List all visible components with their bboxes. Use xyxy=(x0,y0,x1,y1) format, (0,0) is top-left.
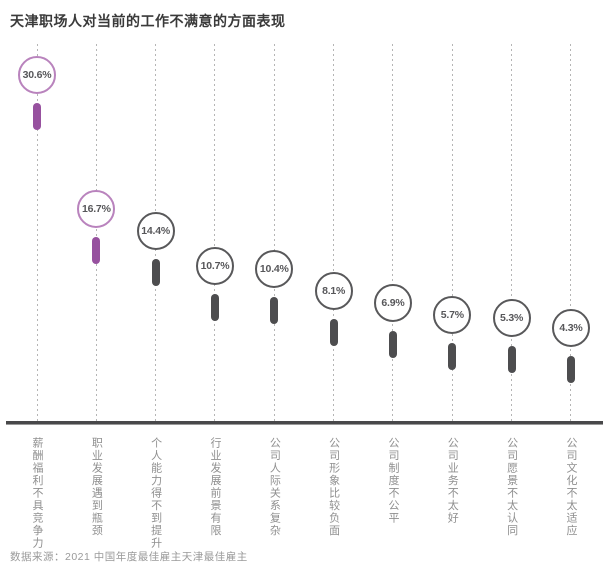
category-label: 公司制度不公平 xyxy=(386,437,399,525)
data-point-bar xyxy=(33,103,41,130)
data-point-bar xyxy=(92,236,101,264)
column-gridline xyxy=(273,44,275,421)
column-gridline xyxy=(570,44,572,421)
data-point-bar xyxy=(507,346,516,374)
data-point-value: 30.6% xyxy=(22,69,52,81)
category-label: 公司业务不太好 xyxy=(446,437,459,525)
data-point-value: 5.3% xyxy=(500,312,524,325)
data-point-value: 10.7% xyxy=(200,260,230,273)
data-point-circle: 8.1% xyxy=(314,272,353,311)
data-point-bar xyxy=(270,297,279,325)
column-gridline xyxy=(36,44,38,421)
category-label: 公司愿景不太认同 xyxy=(505,437,518,537)
column-gridline xyxy=(392,44,394,421)
data-point-circle: 5.3% xyxy=(492,299,531,338)
data-point-value: 5.7% xyxy=(440,308,464,321)
data-point-bar xyxy=(566,356,575,383)
data-point-bar xyxy=(448,342,457,370)
data-point-circle: 30.6% xyxy=(18,56,56,94)
category-label: 公司形象比较负面 xyxy=(327,437,340,537)
data-point-circle: 6.9% xyxy=(373,283,412,322)
data-point-value: 8.1% xyxy=(322,285,346,298)
data-point-circle: 14.4% xyxy=(136,211,175,250)
data-point-value: 10.4% xyxy=(259,263,289,276)
data-point-circle: 5.7% xyxy=(433,295,472,334)
x-axis-line xyxy=(6,421,603,425)
category-label: 个人能力得不到提升 xyxy=(149,437,162,550)
data-point-value: 16.7% xyxy=(81,202,111,215)
chart-title: 天津职场人对当前的工作不满意的方面表现 xyxy=(10,13,286,29)
data-source-note: 数据来源：2021 中国年度最佳雇主天津最佳雇主 xyxy=(10,551,248,563)
data-point-bar xyxy=(151,258,160,286)
category-label: 职业发展遇到瓶颈 xyxy=(90,437,103,537)
data-point-circle: 16.7% xyxy=(77,189,116,228)
data-point-circle: 4.3% xyxy=(551,309,590,347)
column-gridline xyxy=(214,44,216,421)
data-point-circle: 10.7% xyxy=(195,247,234,286)
category-label: 公司文化不太适应 xyxy=(564,437,577,537)
data-point-bar xyxy=(388,330,397,358)
data-point-bar xyxy=(329,319,338,347)
column-gridline xyxy=(451,44,453,421)
data-point-value: 4.3% xyxy=(559,322,583,334)
column-gridline xyxy=(511,44,513,421)
data-point-bar xyxy=(210,294,219,322)
column-gridline xyxy=(333,44,335,421)
column-gridline xyxy=(95,44,97,421)
data-point-circle: 10.4% xyxy=(255,250,294,289)
category-label: 薪酬福利不具竞争力 xyxy=(31,437,43,550)
data-point-value: 6.9% xyxy=(381,296,405,309)
data-point-value: 14.4% xyxy=(141,224,171,237)
category-label: 公司人际关系复杂 xyxy=(268,437,281,537)
category-label: 行业发展前景有限 xyxy=(208,437,221,537)
